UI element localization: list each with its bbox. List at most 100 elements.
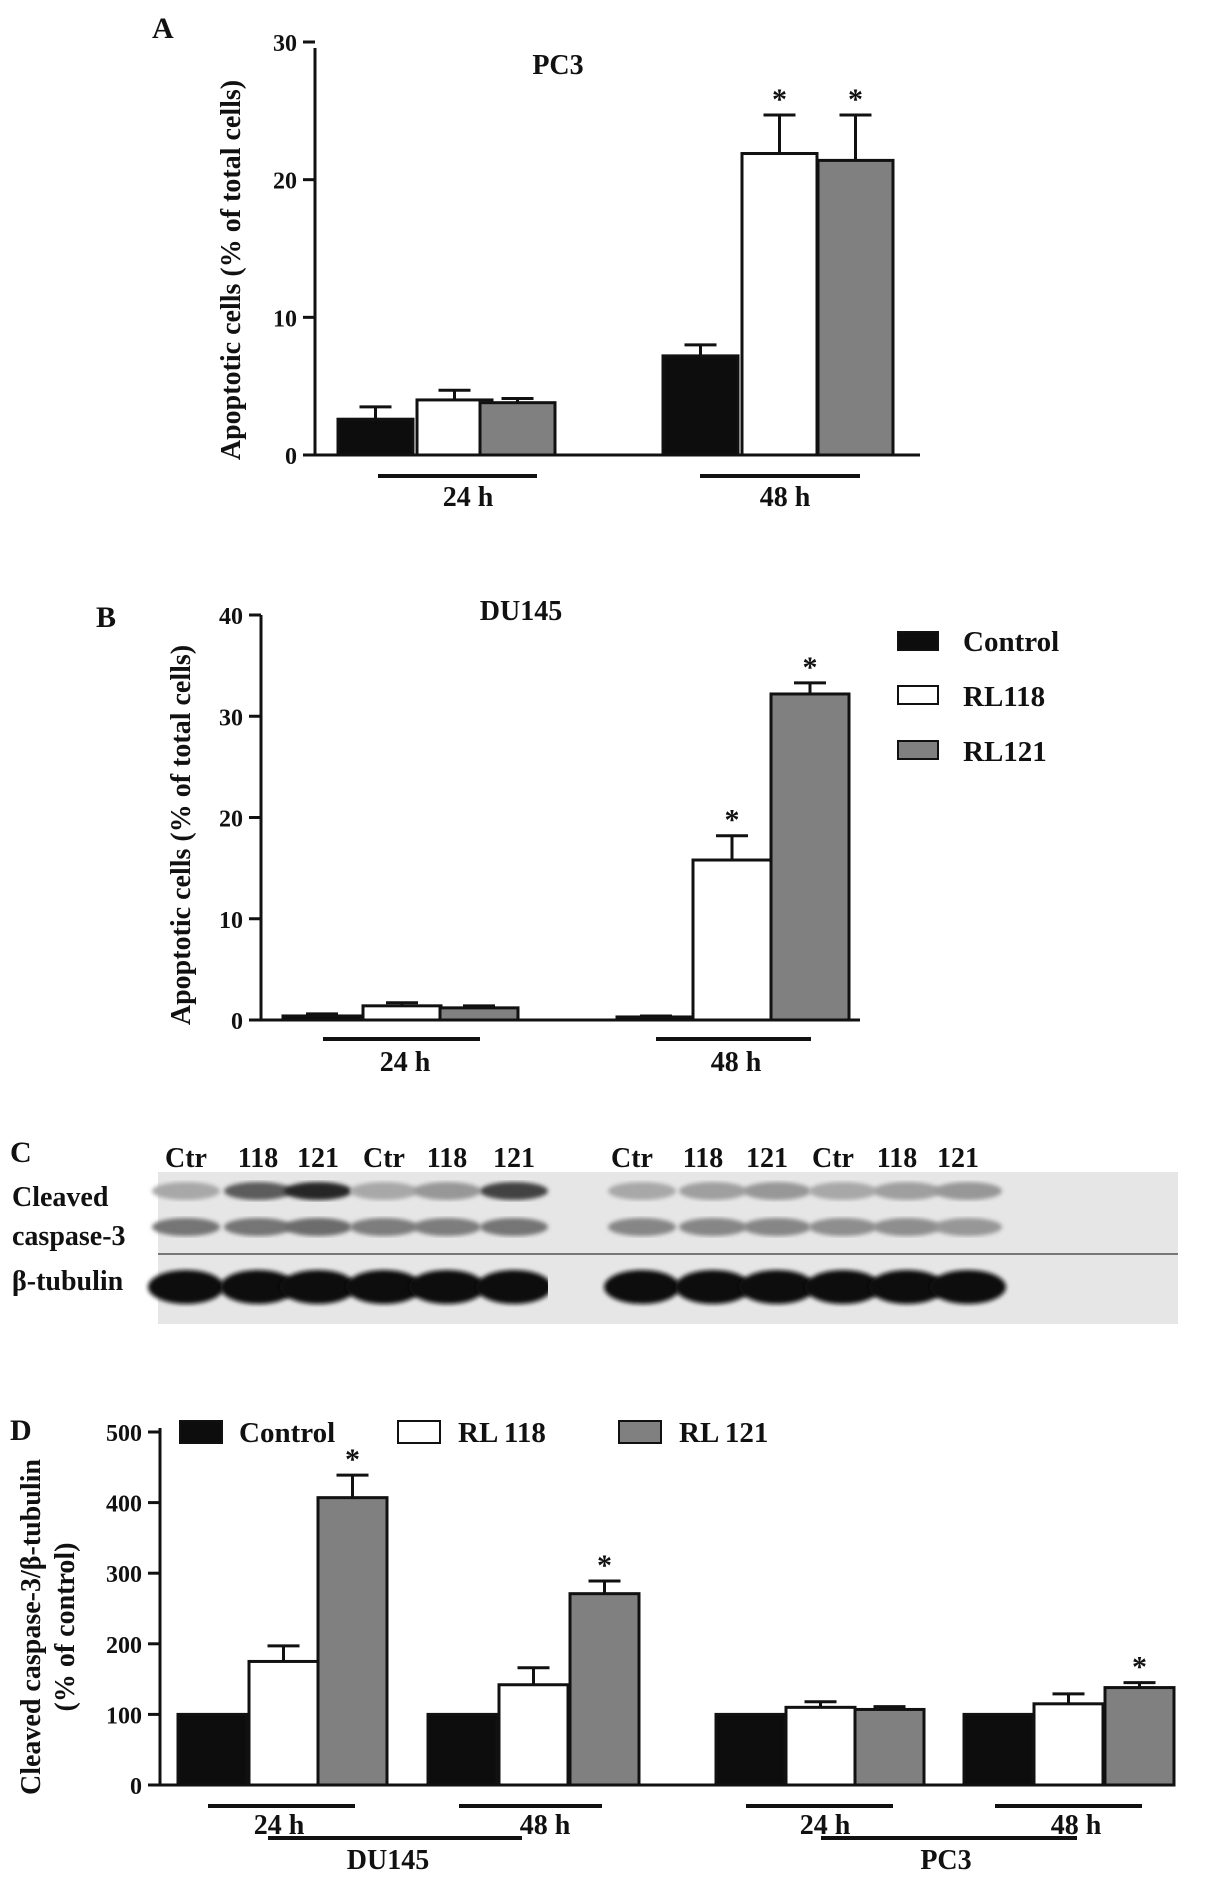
chart-a-ytick-label-20: 20: [273, 169, 297, 195]
chart-d-bar-rl121-3: [1103, 1686, 1176, 1787]
blot-band-caspase-lower-0: [152, 1218, 220, 1236]
chart-d-sig-rl121-1: *: [597, 1549, 612, 1582]
blot-lane-label-right-5: 121: [937, 1143, 979, 1174]
legend-b-swatch-rl118: [897, 685, 939, 705]
chart-b-bar-rl118-0: [361, 1004, 443, 1022]
blot-band-tubulin-5: [476, 1270, 552, 1304]
blot-band-caspase-lower-11: [934, 1218, 1002, 1236]
chart-a-group-label-24h: 24 h: [443, 482, 494, 513]
chart-d-sig-rl121-0: *: [345, 1443, 360, 1476]
blot-band-caspase-upper-5: [480, 1182, 548, 1200]
chart-d-sig-rl121-3: *: [1132, 1651, 1147, 1684]
chart-d-group-label-3: 24 h: [800, 1810, 851, 1841]
chart-d-ytick-label-300: 300: [106, 1562, 142, 1588]
legend-d-control: Control: [239, 1417, 335, 1449]
blot-band-caspase-upper-2: [284, 1182, 352, 1200]
chart-d-bar-rl118-2: [784, 1705, 857, 1787]
blot-band-caspase-upper-0: [152, 1182, 220, 1200]
blot-band-caspase-lower-3: [350, 1218, 418, 1236]
panel-label-d: D: [10, 1414, 32, 1447]
blot-lane-label-right-1: 118: [683, 1143, 723, 1174]
panel-label-a: A: [152, 12, 174, 45]
chart-d-legend: Control RL 118 RL 121: [179, 1417, 768, 1449]
chart-d-bar-control-3: [962, 1712, 1035, 1787]
chart-b-group-label-24h: 24 h: [380, 1047, 431, 1078]
chart-d-bar-control-2: [714, 1712, 787, 1787]
blot-band-caspase-upper-3: [350, 1182, 418, 1200]
panel-a: A PC3 Apoptotic cells (% of total cells)…: [152, 12, 920, 513]
legend-b-swatch-rl121: [897, 740, 939, 760]
blot-lane-label-right-0: Ctr: [611, 1143, 653, 1174]
chart-a-sig-rl118-1: *: [772, 83, 787, 116]
blot-band-tubulin-0: [148, 1270, 224, 1304]
blot-band-caspase-lower-1: [224, 1218, 292, 1236]
blot-band-tubulin-6: [604, 1270, 680, 1304]
blot-band-tubulin-1: [220, 1270, 296, 1304]
blot-band-caspase-upper-7: [679, 1182, 747, 1200]
chart-d-bar-control-1: [426, 1712, 499, 1787]
chart-b-bar-control-1: [615, 1015, 697, 1022]
chart-d-bar-rl118-3: [1032, 1702, 1105, 1787]
blot-band-tubulin-9: [805, 1270, 881, 1304]
chart-a-sig-rl121-1: *: [848, 83, 863, 116]
blot-band-tubulin-7: [675, 1270, 751, 1304]
blot-band-caspase-lower-9: [809, 1218, 877, 1236]
legend-b-control: Control: [963, 626, 1059, 658]
chart-b-ytick-label-10: 10: [219, 908, 243, 934]
panel-b: B DU145 Apoptotic cells (% of total cell…: [96, 596, 1059, 1078]
blot-band-caspase-upper-8: [743, 1182, 811, 1200]
blot-band-tubulin-10: [869, 1270, 945, 1304]
blot-band-tubulin-3: [346, 1270, 422, 1304]
blot-band-tubulin-2: [280, 1270, 356, 1304]
chart-a-group-label-48h: 48 h: [760, 482, 811, 513]
blot-band-tubulin-8: [739, 1270, 815, 1304]
chart-b-group-label-48h: 48 h: [711, 1047, 762, 1078]
blot-lane-label-left-0: Ctr: [165, 1143, 207, 1174]
chart-a-bar-control-1: [661, 354, 740, 457]
chart-d-ytick-label-200: 200: [106, 1633, 142, 1659]
blot-band-tubulin-4: [409, 1270, 485, 1304]
chart-d-ylabel-line2: (% of control): [50, 1543, 81, 1712]
legend-d-rl121: RL 121: [679, 1417, 768, 1449]
chart-b-bar-control-0: [281, 1014, 363, 1022]
chart-d-ytick-label-500: 500: [106, 1421, 142, 1447]
panel-d: D Cleaved caspase-3/β-tubulin (% of cont…: [10, 1414, 1176, 1876]
chart-d-bar-rl121-1: [568, 1592, 641, 1787]
chart-a-bar-rl121-1: [816, 158, 895, 457]
panel-c-blot: C Ctr 118 121 Ctr 118 121 Ctr 118 121 Ctr 118 121 C…: [10, 1136, 1178, 1324]
blot-label-tubulin: β-tubulin: [12, 1266, 124, 1297]
blot-band-caspase-upper-1: [224, 1182, 292, 1200]
chart-a-ytick-label-30: 30: [273, 31, 297, 57]
blot-band-caspase-upper-4: [413, 1182, 481, 1200]
blot-lane-label-right-2: 121: [746, 1143, 788, 1174]
blot-label-cleaved: Cleaved: [12, 1182, 109, 1213]
legend-b-swatch-control: [897, 631, 939, 651]
chart-a-bar-control-0: [336, 417, 415, 457]
chart-b-bar-rl121-0: [438, 1006, 520, 1022]
chart-d-ytick-label-0: 0: [130, 1774, 142, 1800]
panel-label-b: B: [96, 601, 116, 634]
chart-d-bar-rl121-0: [316, 1496, 389, 1787]
blot-gap: [548, 1258, 594, 1322]
blot-lane-label-right-3: Ctr: [812, 1143, 854, 1174]
chart-d-cellline-du145: DU145: [347, 1845, 429, 1876]
blot-lane-label-left-4: 118: [427, 1143, 467, 1174]
chart-b-title: DU145: [480, 596, 562, 627]
blot-lane-label-left-3: Ctr: [363, 1143, 405, 1174]
blot-band-caspase-lower-2: [284, 1218, 352, 1236]
chart-b-bar-rl118-1: [691, 858, 773, 1022]
blot-band-caspase-upper-6: [608, 1182, 676, 1200]
blot-band-caspase-lower-5: [480, 1218, 548, 1236]
chart-d-bar-rl118-0: [247, 1659, 320, 1787]
chart-b-sig-rl121-1: *: [803, 651, 818, 684]
chart-b-ytick-label-0: 0: [231, 1009, 243, 1035]
chart-a-title: PC3: [532, 50, 583, 81]
chart-b-bar-rl121-1: [769, 692, 851, 1022]
panel-label-c: C: [10, 1136, 32, 1169]
chart-a-bar-rl121-0: [478, 401, 557, 457]
chart-d-ytick-label-400: 400: [106, 1492, 142, 1518]
blot-lane-label-left-5: 121: [493, 1143, 535, 1174]
chart-b-ylabel: Apoptotic cells (% of total cells): [166, 645, 197, 1025]
blot-band-caspase-lower-7: [679, 1218, 747, 1236]
